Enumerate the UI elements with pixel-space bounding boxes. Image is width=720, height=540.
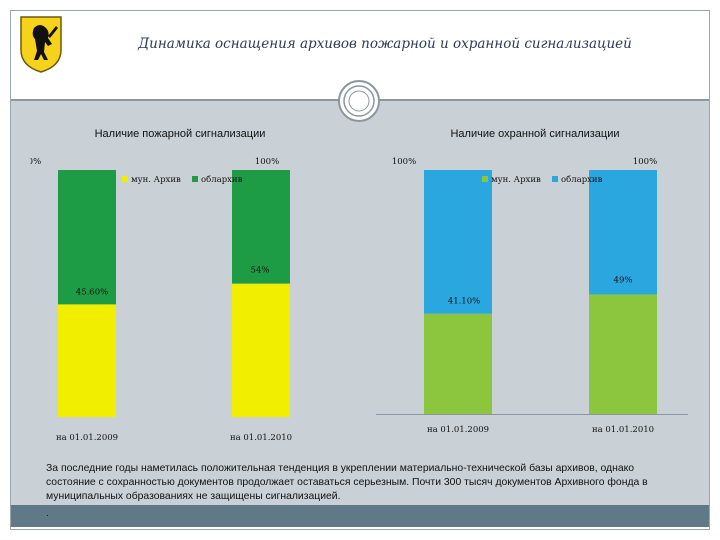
sec-bar-obl-1 bbox=[589, 170, 657, 295]
security-alarm-chart: Наличие охранной сигнализации 41.10% 100%… bbox=[370, 120, 700, 450]
fire-top-label-0: 100% bbox=[30, 157, 41, 167]
fire-bar-mun-0 bbox=[58, 304, 116, 417]
fire-tick-label-0: на 01.01.2009 bbox=[56, 433, 118, 443]
sec-data-label-0: 41.10% bbox=[448, 297, 480, 307]
ring-ornament-icon bbox=[338, 80, 380, 122]
fire-bar-mun-1 bbox=[232, 283, 290, 417]
fire-tick-label-1: на 01.01.2010 bbox=[230, 433, 292, 443]
slide-title: Динамика оснащения архивов пожарной и ох… bbox=[138, 36, 632, 52]
summary-note: За последние годы наметилась положительн… bbox=[46, 463, 648, 502]
fire-alarm-chart-title: Наличие пожарной сигнализации bbox=[94, 128, 266, 140]
sec-top-label-1: 100% bbox=[633, 157, 657, 167]
fire-alarm-chart-plot: 45.60% 100% на 01.01.2009 54% 100% на 01.01.2… bbox=[17, 157, 292, 443]
fire-bar-obl-1 bbox=[232, 170, 290, 284]
fire-bar-obl-0 bbox=[58, 170, 116, 305]
summary-note-dot: . bbox=[46, 508, 49, 519]
fire-top-label-1: 100% bbox=[255, 157, 279, 167]
slide-frame bbox=[10, 10, 710, 530]
fire-legend-swatch-0 bbox=[122, 176, 128, 182]
sec-bar-mun-0 bbox=[424, 313, 492, 414]
sec-tick-label-0: на 01.01.2009 bbox=[427, 425, 489, 435]
security-alarm-chart-plot: 41.10% 100% на 01.01.2009 49% 100% на 01.01.2… bbox=[376, 157, 688, 435]
fire-alarm-chart: Наличие пожарной сигнализации 45.60% 100%… bbox=[17, 120, 330, 450]
sec-top-label-0: 100% bbox=[392, 157, 416, 167]
footer-strip bbox=[11, 505, 709, 527]
sec-data-label-1: 49% bbox=[614, 275, 633, 285]
sec-legend-label-0: мун. Архив bbox=[491, 175, 541, 185]
fire-legend-label-1: облархив bbox=[201, 174, 243, 185]
sec-legend-swatch-0 bbox=[482, 176, 488, 182]
fire-data-label-1: 54% bbox=[251, 266, 270, 276]
fire-legend-swatch-1 bbox=[192, 176, 198, 182]
coat-of-arms-icon bbox=[20, 16, 62, 73]
sec-bar-mun-1 bbox=[589, 294, 657, 414]
sec-legend-swatch-1 bbox=[552, 176, 558, 182]
sec-tick-label-1: на 01.01.2010 bbox=[592, 425, 654, 435]
fire-legend-label-0: мун. Архив bbox=[131, 175, 181, 185]
sec-bar-obl-0 bbox=[424, 170, 492, 314]
fire-data-label-0: 45.60% bbox=[76, 287, 108, 297]
sec-legend-label-1: облархив bbox=[561, 174, 603, 185]
security-alarm-chart-title: Наличие охранной сигнализации bbox=[450, 128, 620, 140]
